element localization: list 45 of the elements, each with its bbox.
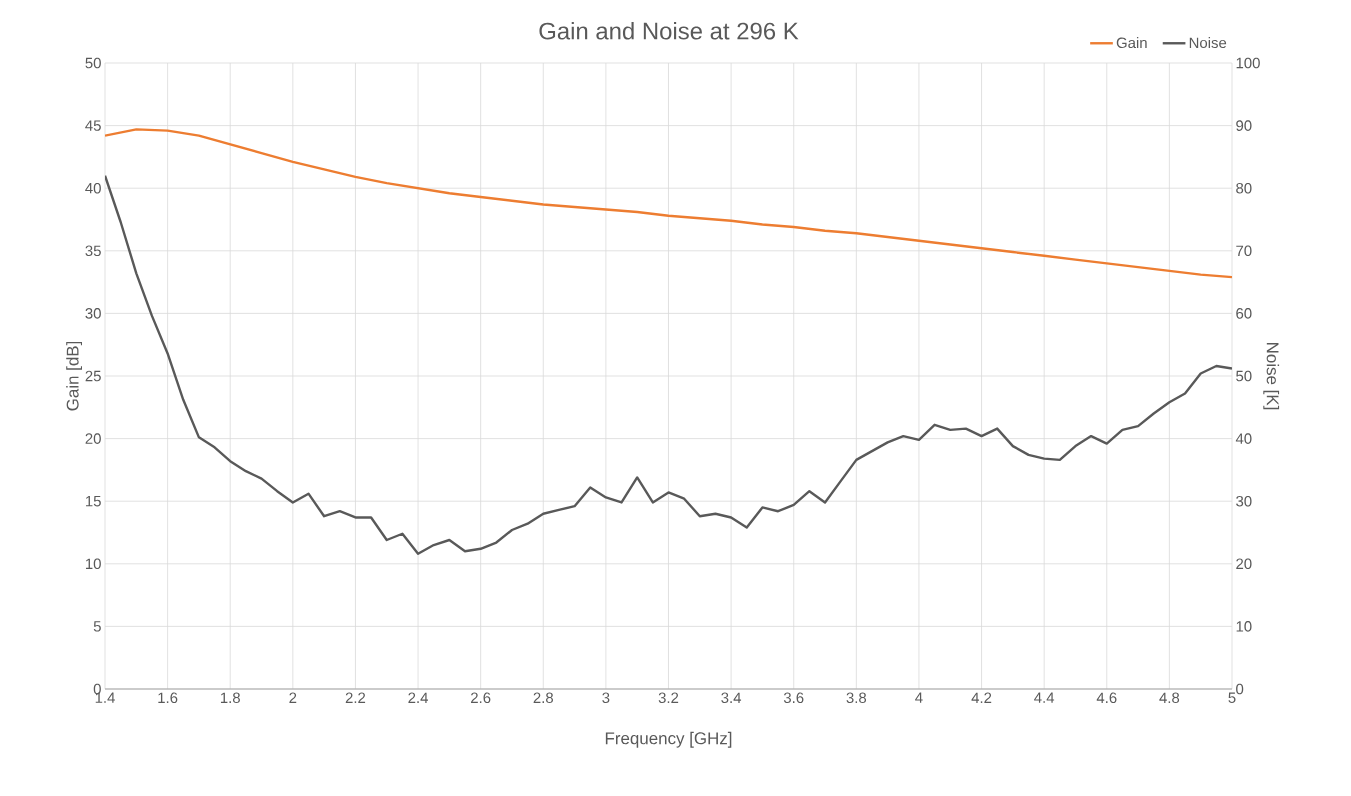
y2-tick-label: 10 (1236, 621, 1252, 632)
y2-tick-label: 50 (1236, 370, 1252, 382)
x-tick-label: 2 (289, 692, 297, 703)
y2-tick-label: 80 (1236, 182, 1252, 194)
x-tick-label: 4.4 (1034, 692, 1055, 703)
x-tick-label: 3.8 (846, 692, 867, 704)
y-tick-label: 30 (85, 308, 101, 319)
y-tick-label: 45 (85, 120, 101, 131)
y2-tick-label: 20 (1236, 558, 1252, 570)
x-tick-label: 3.6 (783, 692, 804, 704)
y2-tick-label: 100 (1236, 57, 1260, 69)
y-tick-label: 40 (85, 182, 101, 194)
y2-tick-label: 30 (1236, 495, 1252, 507)
x-axis-title: Frequency [GHz] (605, 731, 732, 748)
x-tick-label: 1.8 (220, 692, 240, 704)
y2-tick-label: 60 (1236, 308, 1252, 319)
y-axis-title: Gain [dB] (66, 341, 82, 411)
x-tick-label: 4.6 (1096, 692, 1117, 704)
y-tick-label: 5 (93, 621, 101, 632)
y-tick-label: 35 (85, 245, 101, 257)
x-tick-label: 2.6 (471, 692, 491, 704)
x-tick-label: 3 (602, 692, 610, 704)
x-tick-label: 3.4 (721, 692, 742, 704)
x-tick-label: 5 (1228, 692, 1236, 703)
x-tick-label: 2.2 (345, 692, 366, 703)
y2-tick-label: 90 (1236, 120, 1252, 131)
y2-tick-label: 70 (1236, 245, 1252, 257)
y2-tick-label: 40 (1235, 433, 1252, 444)
y-tick-label: 10 (86, 558, 101, 570)
y2-axis-title: Noise [K] (1263, 343, 1280, 410)
y-tick-label: 25 (85, 370, 101, 382)
y-tick-label: 50 (85, 57, 101, 69)
x-tick-label: 2.4 (408, 692, 429, 703)
x-tick-label: 4.2 (971, 692, 992, 703)
x-tick-label: 4 (915, 692, 923, 703)
legend-label: Gain (1116, 37, 1147, 49)
legend-label: Noise (1189, 37, 1227, 49)
y-tick-label: 20 (85, 433, 101, 444)
chart-title: Gain and Noise at 296 K (539, 21, 799, 40)
y2-tick-label: 0 (1236, 683, 1244, 695)
x-tick-label: 2.8 (533, 692, 554, 704)
x-tick-label: 4.8 (1159, 692, 1180, 704)
y-tick-label: 15 (86, 495, 101, 507)
x-tick-label: 3.2 (658, 692, 679, 704)
x-tick-label: 1.6 (158, 692, 178, 704)
